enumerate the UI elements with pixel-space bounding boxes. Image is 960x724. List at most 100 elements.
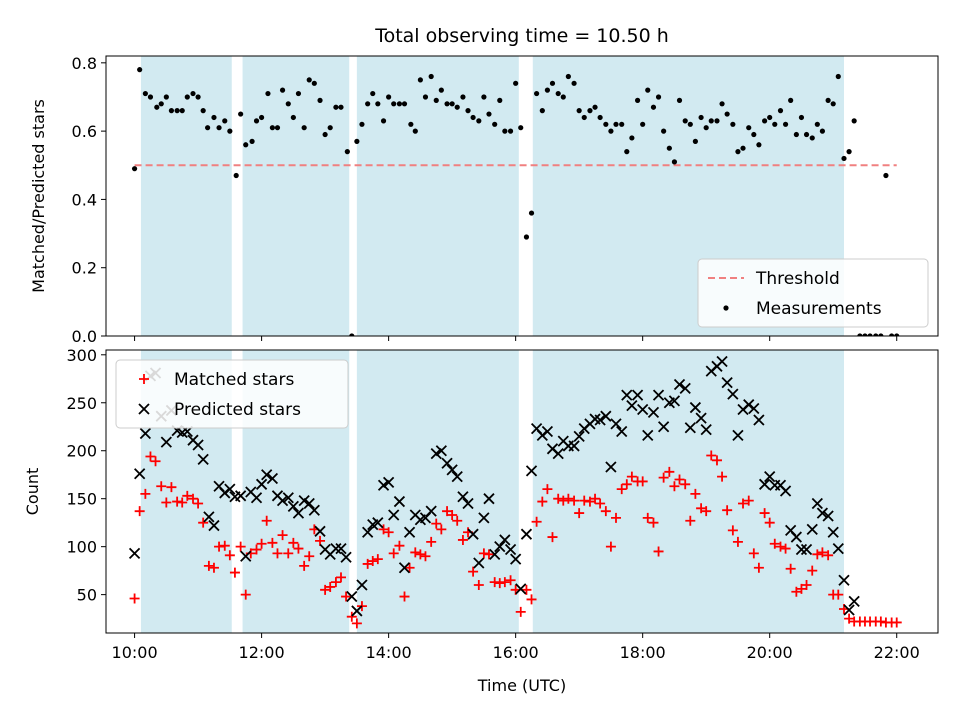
- matched-star-point: [198, 517, 209, 528]
- matched-star-point: [780, 543, 791, 554]
- predicted-star-point: [276, 494, 289, 507]
- matched-star-point: [188, 493, 199, 504]
- predicted-star-point: [748, 402, 760, 415]
- predicted-star-point: [393, 495, 406, 508]
- predicted-star-point: [753, 414, 765, 426]
- predicted-star-point: [721, 376, 733, 389]
- measurement-point: [889, 333, 895, 336]
- matched-star-point: [531, 516, 542, 527]
- predicted-star-point: [616, 425, 628, 438]
- predicted-star-point: [621, 389, 633, 401]
- matched-star-point: [642, 512, 653, 523]
- measurement-point: [317, 97, 323, 103]
- measurement-point: [147, 94, 154, 100]
- measurement-point: [380, 118, 387, 124]
- measurement-point: [158, 101, 164, 107]
- measurement-point: [719, 101, 725, 107]
- matched-star-point: [600, 506, 611, 517]
- predicted-star-point: [467, 528, 479, 540]
- predicted-star-point: [489, 548, 501, 560]
- matched-star-point: [621, 479, 632, 490]
- legend-measurement-swatch: [723, 305, 729, 311]
- measurement-point: [274, 125, 281, 131]
- matched-star-point: [812, 549, 823, 560]
- matched-star-point: [711, 455, 722, 466]
- measurement-point: [746, 125, 752, 131]
- matched-star-point: [547, 532, 558, 543]
- legend: Matched stars Predicted stars: [115, 359, 349, 429]
- y-tick-label: 300: [66, 346, 97, 365]
- matched-star-point: [769, 538, 780, 549]
- matched-star-point: [436, 524, 447, 535]
- predicted-star-point: [668, 395, 681, 407]
- predicted-star-point: [235, 490, 247, 502]
- predicted-star-point: [689, 401, 702, 414]
- measurement-point: [671, 159, 678, 165]
- measurement-point: [549, 80, 556, 86]
- legend-label: Measurements: [756, 299, 882, 319]
- predicted-star-point: [779, 485, 792, 497]
- matched-star-point: [499, 577, 510, 588]
- measurement-point: [465, 108, 471, 114]
- matched-star-point: [648, 517, 659, 528]
- measurement-point: [295, 90, 302, 97]
- matched-star-point: [521, 584, 532, 595]
- ratio-panel: 0.0 0.2 0.4 0.6 0.8 Matched/Predicted stars To…: [29, 25, 939, 346]
- predicted-star-point: [610, 418, 622, 430]
- measurement-point: [581, 114, 587, 121]
- measurement-point: [751, 131, 757, 138]
- x-tick-label: 10:00: [112, 643, 158, 662]
- measurement-point: [507, 128, 514, 134]
- measurement-point: [417, 77, 423, 83]
- predicted-star-point: [594, 414, 606, 426]
- predicted-star-point: [827, 526, 839, 538]
- matched-star-point: [224, 550, 235, 561]
- axes-frame: [105, 349, 939, 634]
- measurement-point: [301, 125, 307, 131]
- measurement-point: [408, 121, 414, 127]
- legend-box: [697, 258, 929, 328]
- measurement-point: [857, 333, 863, 336]
- measurement-point: [476, 118, 482, 124]
- measurement-point: [878, 333, 884, 336]
- measurement-point: [375, 101, 381, 107]
- measurement-point: [259, 114, 265, 121]
- measurement-point: [841, 155, 847, 162]
- predicted-star-point: [605, 461, 617, 473]
- predicted-star-point: [351, 605, 363, 617]
- measurement-point: [391, 101, 397, 107]
- predicted-star-point: [716, 355, 728, 368]
- matched-star-point: [569, 495, 580, 506]
- measurement-point: [851, 118, 857, 124]
- matched-star-point: [156, 481, 167, 492]
- predicted-star-point: [806, 523, 818, 536]
- predicted-star-point: [848, 595, 860, 607]
- observing-window: [532, 350, 845, 633]
- measurement-point: [265, 90, 271, 97]
- measurement-point: [835, 73, 841, 80]
- predicted-star-point: [652, 389, 665, 401]
- predicted-star-point: [446, 464, 458, 476]
- matched-star-point: [140, 488, 151, 499]
- matched-star-point: [558, 495, 569, 506]
- measurement-point: [846, 149, 852, 155]
- measurement-point: [687, 121, 693, 127]
- measurement-point: [131, 166, 138, 172]
- predicted-star-point: [240, 550, 252, 562]
- predicted-star-point: [403, 526, 416, 538]
- predicted-star-point: [494, 541, 506, 553]
- matched-star-point: [674, 474, 685, 485]
- matched-star-point: [251, 544, 262, 555]
- observing-window: [356, 56, 519, 336]
- predicted-star-point: [515, 583, 527, 595]
- measurement-point: [311, 80, 317, 86]
- measurement-point: [819, 128, 826, 134]
- matched-star-point: [277, 530, 288, 541]
- predicted-star-point: [673, 378, 686, 391]
- matched-star-point: [722, 505, 733, 516]
- measurement-point: [814, 121, 820, 127]
- measurement-point: [634, 97, 641, 103]
- matched-star-point: [272, 548, 283, 559]
- matched-star-point: [579, 495, 590, 506]
- measurement-point: [873, 333, 879, 336]
